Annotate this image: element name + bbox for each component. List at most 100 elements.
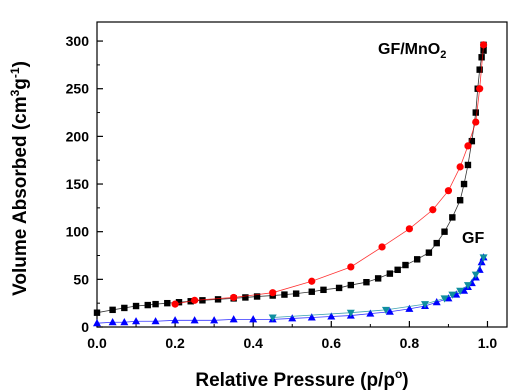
data-point xyxy=(214,296,222,303)
y-tick-label: 250 xyxy=(66,81,90,97)
data-point xyxy=(281,291,288,298)
data-point xyxy=(132,302,140,310)
y-axis-title: Volume Absorbed (cm3g-1) xyxy=(8,61,31,296)
series-line xyxy=(96,44,484,314)
y-tick-label: 300 xyxy=(66,33,90,49)
data-point xyxy=(307,313,316,321)
data-point xyxy=(347,281,355,289)
series-3-triangle-down xyxy=(268,254,488,322)
data-point xyxy=(288,314,297,322)
data-point xyxy=(191,296,199,304)
data-point xyxy=(144,301,151,309)
data-point xyxy=(121,304,128,312)
data-point xyxy=(109,306,116,314)
data-point xyxy=(448,291,457,299)
data-point xyxy=(346,309,355,317)
x-tick-label: 0.2 xyxy=(165,335,185,351)
data-point xyxy=(108,318,117,326)
series-line xyxy=(272,257,484,318)
data-point xyxy=(268,314,277,322)
data-point xyxy=(476,66,483,73)
data-point xyxy=(229,315,238,323)
data-point xyxy=(93,309,101,316)
series-line xyxy=(175,44,484,305)
data-point xyxy=(449,214,456,221)
data-point xyxy=(478,54,485,61)
data-point xyxy=(175,299,183,306)
data-point xyxy=(381,306,390,315)
data-point xyxy=(402,261,409,269)
data-point xyxy=(171,316,180,324)
data-point xyxy=(433,239,440,247)
annotations: GF/MnO2 GF xyxy=(378,41,484,247)
data-point xyxy=(253,293,261,300)
data-point xyxy=(269,289,277,297)
data-point xyxy=(405,304,414,312)
data-point xyxy=(327,312,336,320)
data-point xyxy=(452,290,461,298)
data-point xyxy=(308,277,316,285)
data-point xyxy=(456,287,465,295)
x-tick-label: 0.6 xyxy=(322,335,342,351)
data-point xyxy=(320,286,327,294)
data-point xyxy=(425,249,433,256)
x-tick-label: 0.0 xyxy=(87,335,107,351)
y-tick-label: 100 xyxy=(66,224,90,240)
data-point xyxy=(421,301,429,309)
data-point xyxy=(394,266,401,274)
annotation-gf-mno2: GF/MnO2 xyxy=(378,41,446,61)
data-point xyxy=(460,180,468,188)
data-point xyxy=(444,294,453,302)
data-point xyxy=(479,41,488,49)
data-point xyxy=(441,228,448,235)
series-1-circle xyxy=(171,41,488,308)
data-point xyxy=(363,279,370,286)
y-axis-ticks: 0 50 100 150 200 250 300 xyxy=(66,33,103,335)
plot-frame xyxy=(96,21,508,328)
series-2-triangle-up xyxy=(93,253,488,327)
data-point xyxy=(366,309,375,317)
data-point xyxy=(480,47,487,54)
data-point xyxy=(479,254,488,262)
data-point xyxy=(444,187,453,195)
data-series xyxy=(93,41,488,327)
y-tick-label: 150 xyxy=(66,176,90,192)
data-point xyxy=(249,315,258,323)
x-axis-title: Relative Pressure (p/po) xyxy=(195,367,408,391)
data-point xyxy=(386,270,394,277)
data-point xyxy=(456,163,464,171)
data-point xyxy=(171,300,179,308)
x-tick-label: 1.0 xyxy=(478,335,498,351)
x-tick-label: 0.4 xyxy=(243,335,263,351)
data-point xyxy=(151,317,160,325)
data-point xyxy=(335,284,343,292)
data-point xyxy=(413,256,421,263)
annotation-gf: GF xyxy=(462,230,484,247)
data-point xyxy=(464,142,472,150)
x-axis-ticks: 0.0 0.2 0.4 0.6 0.8 1.0 xyxy=(87,321,497,351)
data-point xyxy=(432,298,441,306)
data-point xyxy=(405,225,413,233)
data-point xyxy=(152,300,159,308)
data-point xyxy=(292,290,300,297)
data-point xyxy=(471,271,480,279)
series-0-square xyxy=(93,41,487,316)
data-point xyxy=(230,293,238,302)
y-tick-label: 200 xyxy=(66,128,90,144)
data-point xyxy=(476,85,484,93)
data-point xyxy=(385,307,394,315)
data-point xyxy=(378,243,386,251)
data-point xyxy=(460,286,469,294)
data-point xyxy=(132,317,141,325)
data-point xyxy=(472,109,479,116)
data-point xyxy=(210,316,219,324)
data-point xyxy=(463,282,472,290)
data-point xyxy=(374,275,382,282)
data-point xyxy=(464,161,472,169)
x-tick-label: 0.8 xyxy=(400,335,420,351)
data-point xyxy=(468,137,476,145)
y-tick-label: 50 xyxy=(73,271,89,287)
data-point xyxy=(190,316,199,324)
data-point xyxy=(164,299,171,307)
